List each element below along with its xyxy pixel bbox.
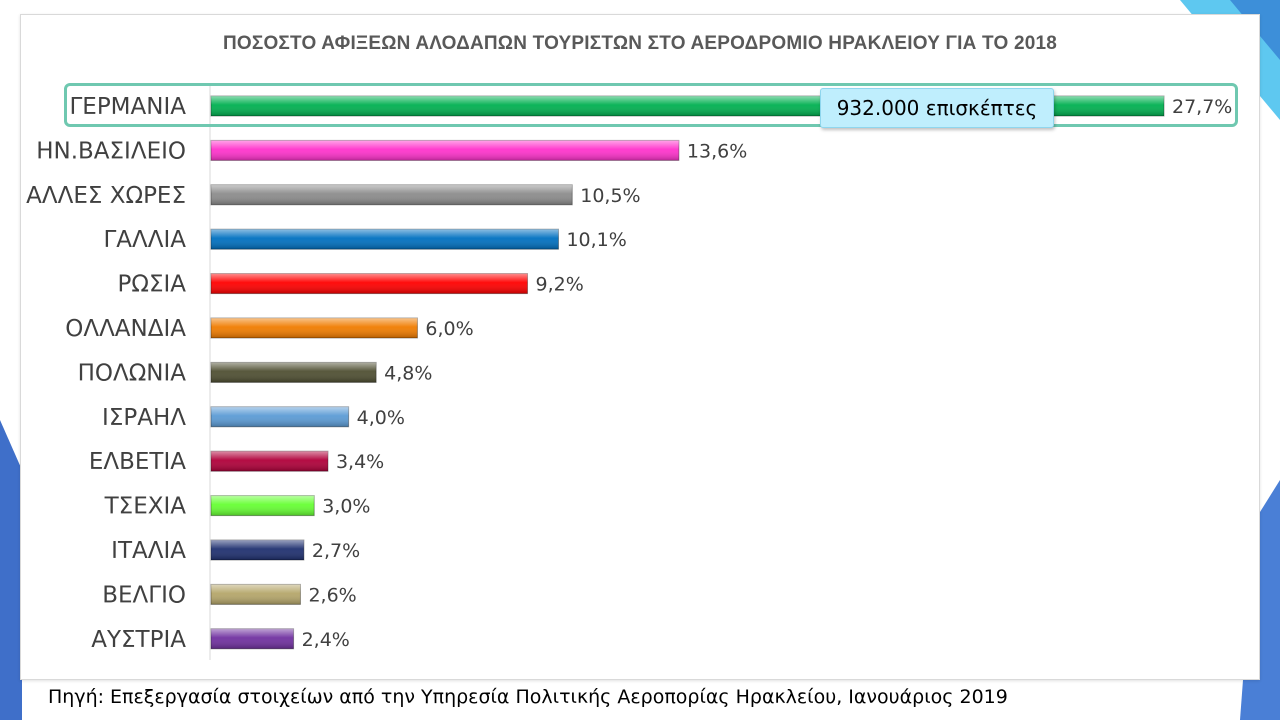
value-label: 10,1% <box>566 229 626 251</box>
category-label: ΙΣΡΑΗΛ <box>102 405 186 431</box>
bar-gloss <box>211 406 349 427</box>
bar-gloss <box>211 362 377 383</box>
bar-gloss <box>211 229 559 250</box>
value-label: 6,0% <box>425 318 473 340</box>
category-label: ΟΛΛΑΝΔΙΑ <box>65 316 186 342</box>
bar-gloss <box>211 495 315 516</box>
category-label: ΡΩΣΙΑ <box>118 272 187 298</box>
category-label: ΓΑΛΛΙΑ <box>103 227 186 253</box>
callout-visitors: 932.000 επισκέπτες <box>820 88 1054 128</box>
category-label: ΗΝ.ΒΑΣΙΛΕΙΟ <box>36 138 186 164</box>
bar-gloss <box>211 318 418 338</box>
value-label: 9,2% <box>536 274 584 296</box>
bar-gloss <box>211 628 294 649</box>
category-label: ΓΕΡΜΑΝΙΑ <box>69 94 186 120</box>
category-label: ΕΛΒΕΤΙΑ <box>89 449 186 475</box>
highlight-frame <box>64 83 1238 127</box>
category-label: ΒΕΛΓΙΟ <box>102 582 186 608</box>
category-label: ΠΟΛΩΝΙΑ <box>78 360 187 386</box>
value-label: 3,4% <box>336 451 384 473</box>
left-edge-accent <box>0 420 22 720</box>
category-label: ΑΥΣΤΡΙΑ <box>91 627 186 653</box>
value-label: 3,0% <box>322 496 370 518</box>
value-label: 10,5% <box>580 185 640 207</box>
category-label: ΙΤΑΛΙΑ <box>111 538 186 564</box>
chart-title: ΠΟΣΟΣΤΟ ΑΦΙΞΕΩΝ ΑΛΟΔΑΠΩΝ ΤΟΥΡΙΣΤΩΝ ΣΤΟ Α… <box>222 33 1058 54</box>
bar-gloss <box>211 184 573 205</box>
bar-gloss <box>211 540 304 560</box>
bar-gloss <box>211 451 328 472</box>
value-label: 4,0% <box>357 407 405 429</box>
value-label: 2,6% <box>308 584 356 606</box>
bar-gloss <box>211 273 528 294</box>
value-label: 2,4% <box>302 629 350 651</box>
value-label: 4,8% <box>384 362 432 384</box>
value-label: 13,6% <box>687 140 747 162</box>
value-label: 27,7% <box>1172 96 1232 118</box>
value-label: 2,7% <box>312 540 360 562</box>
bar-gloss <box>211 584 301 605</box>
category-label: ΤΣΕΧΙΑ <box>104 494 187 520</box>
bar-gloss <box>211 140 679 161</box>
category-label: ΑΛΛΕΣ ΧΩΡΕΣ <box>26 183 186 209</box>
source-note: Πηγή: Επεξεργασία στοιχείων από την Υπηρ… <box>48 686 1008 708</box>
